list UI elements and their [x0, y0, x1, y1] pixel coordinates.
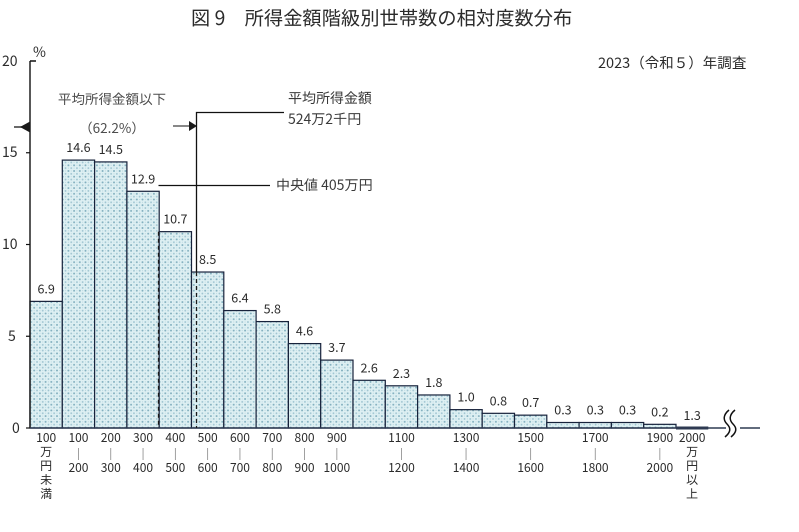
svg-text:1500: 1500 — [517, 429, 544, 446]
svg-text:2.6: 2.6 — [360, 357, 377, 376]
svg-text:20: 20 — [2, 51, 18, 71]
svg-text:200: 200 — [68, 459, 88, 476]
svg-text:12.9: 12.9 — [131, 168, 155, 187]
svg-text:1400: 1400 — [453, 459, 480, 476]
svg-text:700: 700 — [262, 429, 282, 446]
svg-text:800: 800 — [295, 429, 315, 446]
svg-text:300: 300 — [133, 429, 153, 446]
svg-text:100: 100 — [68, 429, 88, 446]
svg-text:524万2千円: 524万2千円 — [288, 109, 361, 129]
svg-text:上: 上 — [686, 485, 698, 502]
svg-text:600: 600 — [230, 429, 250, 446]
svg-text:8.5: 8.5 — [199, 249, 216, 268]
svg-text:500: 500 — [165, 459, 185, 476]
svg-text:10.7: 10.7 — [163, 209, 187, 228]
svg-text:2023（令和５）年調査: 2023（令和５）年調査 — [598, 52, 747, 73]
svg-text:1600: 1600 — [517, 459, 544, 476]
svg-text:図 9 所得金額階級別世帯数の相対度数分布: 図 9 所得金額階級別世帯数の相対度数分布 — [191, 3, 572, 31]
svg-text:1700: 1700 — [582, 429, 609, 446]
svg-text:1300: 1300 — [453, 429, 480, 446]
svg-text:5.8: 5.8 — [264, 299, 281, 318]
svg-text:6.9: 6.9 — [37, 278, 54, 297]
svg-text:0.3: 0.3 — [587, 400, 604, 419]
svg-text:中央値 405万円: 中央値 405万円 — [276, 175, 372, 195]
svg-text:0: 0 — [12, 418, 20, 438]
svg-text:6.4: 6.4 — [231, 288, 248, 307]
svg-text:700: 700 — [230, 459, 250, 476]
svg-text:10: 10 — [2, 234, 18, 254]
svg-text:平均所得金額: 平均所得金額 — [288, 88, 372, 108]
svg-text:0.2: 0.2 — [651, 401, 668, 420]
svg-text:満: 満 — [40, 485, 52, 502]
svg-text:900: 900 — [295, 459, 315, 476]
svg-text:0.3: 0.3 — [619, 400, 636, 419]
svg-text:平均所得金額以下: 平均所得金額以下 — [58, 88, 166, 108]
svg-text:1900: 1900 — [647, 429, 674, 446]
svg-text:4.6: 4.6 — [296, 321, 313, 340]
svg-text:1.8: 1.8 — [425, 372, 442, 391]
svg-text:600: 600 — [198, 459, 218, 476]
svg-text:0.3: 0.3 — [554, 400, 571, 419]
svg-text:%: % — [33, 42, 46, 62]
svg-text:1100: 1100 — [388, 429, 415, 446]
svg-text:900: 900 — [327, 429, 347, 446]
svg-text:0.7: 0.7 — [522, 392, 539, 411]
svg-text:400: 400 — [133, 459, 153, 476]
svg-text:1000: 1000 — [324, 459, 351, 476]
svg-text:200: 200 — [101, 429, 121, 446]
svg-text:3.7: 3.7 — [328, 337, 345, 356]
svg-text:0.8: 0.8 — [490, 390, 507, 409]
svg-text:300: 300 — [101, 459, 121, 476]
svg-text:800: 800 — [262, 459, 282, 476]
svg-text:1200: 1200 — [388, 459, 415, 476]
svg-text:500: 500 — [198, 429, 218, 446]
svg-text:（62.2%）: （62.2%） — [79, 117, 145, 137]
svg-text:1.0: 1.0 — [457, 387, 474, 406]
svg-text:5: 5 — [8, 326, 16, 346]
svg-text:2.3: 2.3 — [393, 363, 410, 382]
svg-text:15: 15 — [2, 142, 18, 162]
svg-text:14.6: 14.6 — [66, 137, 90, 156]
svg-text:1800: 1800 — [582, 459, 609, 476]
svg-text:400: 400 — [165, 429, 185, 446]
svg-text:2000: 2000 — [647, 459, 674, 476]
svg-text:1.3: 1.3 — [683, 405, 700, 424]
svg-text:14.5: 14.5 — [99, 139, 123, 158]
